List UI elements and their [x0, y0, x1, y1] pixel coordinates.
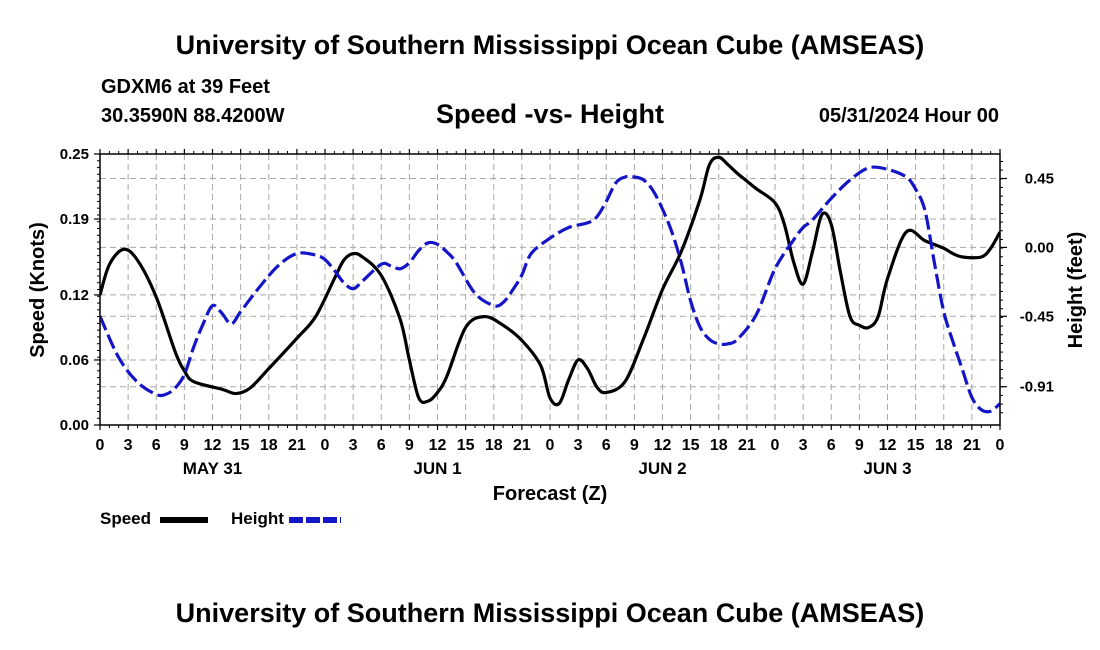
- legend-item-speed: Speed: [100, 509, 210, 529]
- x-tick-label: 15: [457, 437, 475, 454]
- x-tick-label: 18: [935, 437, 953, 454]
- x-tick-label: 12: [429, 437, 447, 454]
- axis-ticks: [94, 149, 1007, 430]
- day-label: JUN 2: [638, 459, 686, 478]
- x-tick-label: 9: [405, 437, 414, 454]
- y-tick-label: 0.25: [60, 146, 89, 163]
- x-tick-label: 18: [485, 437, 503, 454]
- y-tick-label: 0.06: [60, 352, 89, 369]
- x-tick-label: 21: [288, 437, 306, 454]
- y-axis-title: Speed (Knots): [27, 222, 49, 358]
- series-line-speed: [100, 155, 1000, 407]
- day-label: JUN 1: [413, 459, 461, 478]
- y2-tick-label: 0.45: [1025, 170, 1054, 187]
- x-tick-label: 18: [710, 437, 728, 454]
- station-label: GDXM6 at 39 Feet: [101, 76, 270, 98]
- y-tick-label: 0.00: [60, 417, 89, 434]
- x-tick-label: 3: [349, 437, 358, 454]
- x-tick-label: 3: [574, 437, 583, 454]
- x-tick-label: 6: [827, 437, 836, 454]
- station-coordinates: 30.3590N 88.4200W: [101, 105, 285, 127]
- x-tick-label: 15: [682, 437, 700, 454]
- speed-height-chart: 0 3 6 9 12 15 18 21 0 3 6 9 12 15 18 21 0 3 6 9 12 15 18 21 0 3 6 9…: [27, 146, 1087, 505]
- series-group: [100, 155, 1000, 414]
- x-tick-label: 12: [204, 437, 222, 454]
- y2-tick-label: -0.45: [1020, 308, 1054, 325]
- x-tick-label: 9: [630, 437, 639, 454]
- legend-item-height: Height: [231, 509, 341, 529]
- x-tick-label: 0: [546, 437, 555, 454]
- series-line-height: [100, 165, 1000, 414]
- day-label: JUN 3: [863, 459, 911, 478]
- x-axis-title: Forecast (Z): [493, 483, 607, 505]
- x-tick-label: 6: [602, 437, 611, 454]
- x-tick-label: 18: [260, 437, 278, 454]
- day-label: MAY 31: [183, 459, 243, 478]
- y2-tick-label: 0.00: [1025, 239, 1054, 256]
- grid: [100, 154, 1000, 425]
- x-tick-label: 3: [124, 437, 133, 454]
- main-title: University of Southern Mississippi Ocean…: [175, 30, 925, 60]
- x-tick-label: 9: [855, 437, 864, 454]
- y2-axis-title: Height (feet): [1065, 232, 1087, 349]
- x-tick-label: 0: [996, 437, 1005, 454]
- y2-tick-label: -0.91: [1020, 379, 1054, 396]
- x-tick-label: 21: [738, 437, 756, 454]
- x-tick-label: 0: [771, 437, 780, 454]
- x-tick-label: 0: [321, 437, 330, 454]
- footer-title: University of Southern Mississippi Ocean…: [175, 598, 925, 628]
- axis-labels: 0 3 6 9 12 15 18 21 0 3 6 9 12 15 18 21 0 3 6 9 12 15 18 21 0 3 6 9…: [60, 146, 1054, 478]
- legend-speed-swatch: [159, 516, 208, 523]
- x-tick-label: 6: [377, 437, 386, 454]
- chart-subtitle: Speed -vs- Height: [435, 99, 665, 129]
- x-tick-label: 0: [96, 437, 105, 454]
- x-tick-label: 12: [654, 437, 672, 454]
- x-tick-label: 15: [232, 437, 250, 454]
- x-tick-label: 12: [879, 437, 897, 454]
- y-tick-label: 0.19: [60, 211, 89, 228]
- x-tick-label: 21: [513, 437, 531, 454]
- y-tick-label: 0.12: [60, 287, 89, 304]
- legend-speed-label: Speed: [100, 509, 152, 528]
- x-tick-label: 3: [799, 437, 808, 454]
- x-tick-label: 15: [907, 437, 925, 454]
- x-tick-label: 9: [180, 437, 189, 454]
- legend-height-label: Height: [231, 509, 284, 528]
- forecast-date-hour: 05/31/2024 Hour 00: [818, 105, 999, 127]
- x-tick-label: 6: [152, 437, 161, 454]
- x-tick-label: 21: [963, 437, 981, 454]
- legend-height-swatch: [288, 516, 341, 523]
